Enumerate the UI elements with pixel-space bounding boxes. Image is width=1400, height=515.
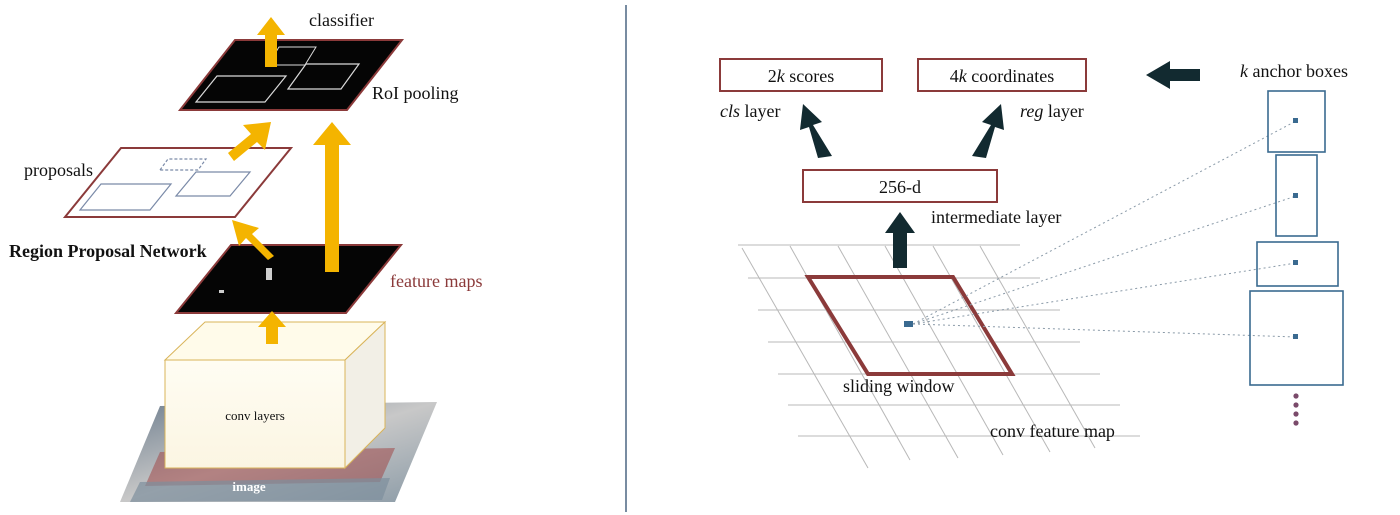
reg-layer-label: reg layer: [1020, 101, 1084, 121]
proposals-sheet: [62, 147, 294, 218]
anchor-box-list: [1249, 90, 1344, 386]
image-label: image: [232, 479, 265, 494]
classifier-label: classifier: [309, 10, 374, 30]
feature-maps-label: feature maps: [390, 271, 482, 291]
ellipsis-dots: [1293, 393, 1299, 426]
arrow-anchors: [1146, 61, 1200, 89]
feature-highlight: [266, 268, 272, 280]
roi-pooling-label: RoI pooling: [372, 83, 459, 103]
feature-maps-plane: [173, 244, 404, 314]
roi-sheet: [177, 39, 405, 111]
arrow-rpn: [232, 220, 274, 260]
proposals-label: proposals: [24, 160, 93, 180]
sliding-window-label: sliding window: [843, 376, 955, 396]
anchor-box-4: [1249, 290, 1344, 386]
right-panel: 2k scores 4k coordinates 256-d: [719, 58, 1348, 469]
anchor-centers: [1293, 118, 1298, 339]
anchor-box-1: [1267, 90, 1326, 153]
roi-box-2: [286, 63, 361, 90]
arrow-conv-to-features: [258, 311, 286, 344]
feature-highlight-2: [219, 290, 224, 293]
roi-box-1: [194, 75, 288, 103]
arrow-to-classifier: [257, 17, 285, 67]
anchor-boxes-label: k anchor boxes: [1240, 61, 1348, 81]
anchor-box-3: [1256, 241, 1339, 287]
proposal-box-2: [174, 171, 252, 197]
sliding-window-frame: [804, 275, 1016, 376]
right-arrows: [800, 61, 1200, 268]
arrow-to-reg: [972, 104, 1004, 158]
arrow-to-cls: [800, 104, 832, 158]
proposal-box-1: [78, 183, 173, 211]
anchor-box-2: [1275, 154, 1318, 237]
scores-box: [719, 58, 883, 92]
proposal-box-3: [158, 158, 208, 171]
arrow-features-to-roi: [313, 122, 351, 272]
feature-maps-sheet: [173, 244, 404, 314]
arrow-proposals-to-roi: [228, 122, 271, 161]
left-panel: conv layers image: [9, 10, 482, 502]
conv-layers-label: conv layers: [225, 408, 285, 423]
conv-feature-map-label: conv feature map: [990, 421, 1115, 441]
arrow-window-to-hidden: [885, 212, 915, 268]
anchor-projections: [912, 120, 1297, 338]
image-ground: [130, 478, 390, 502]
coordinates-label: 4k coordinates: [950, 66, 1054, 86]
coordinates-box: [917, 58, 1087, 92]
conv-box-front: [164, 359, 346, 469]
window-center: [904, 321, 913, 327]
intermediate-box: [802, 169, 998, 203]
scores-label: 2k scores: [768, 66, 834, 86]
proposals-plane: [62, 147, 294, 218]
intermediate-layer-label: intermediate layer: [931, 207, 1061, 227]
rpn-label: Region Proposal Network: [9, 241, 207, 261]
hidden-dim-label: 256-d: [879, 177, 921, 197]
left-arrows: [228, 17, 351, 344]
cls-layer-label: cls layer: [720, 101, 780, 121]
roi-pooling-plane: [177, 39, 405, 111]
